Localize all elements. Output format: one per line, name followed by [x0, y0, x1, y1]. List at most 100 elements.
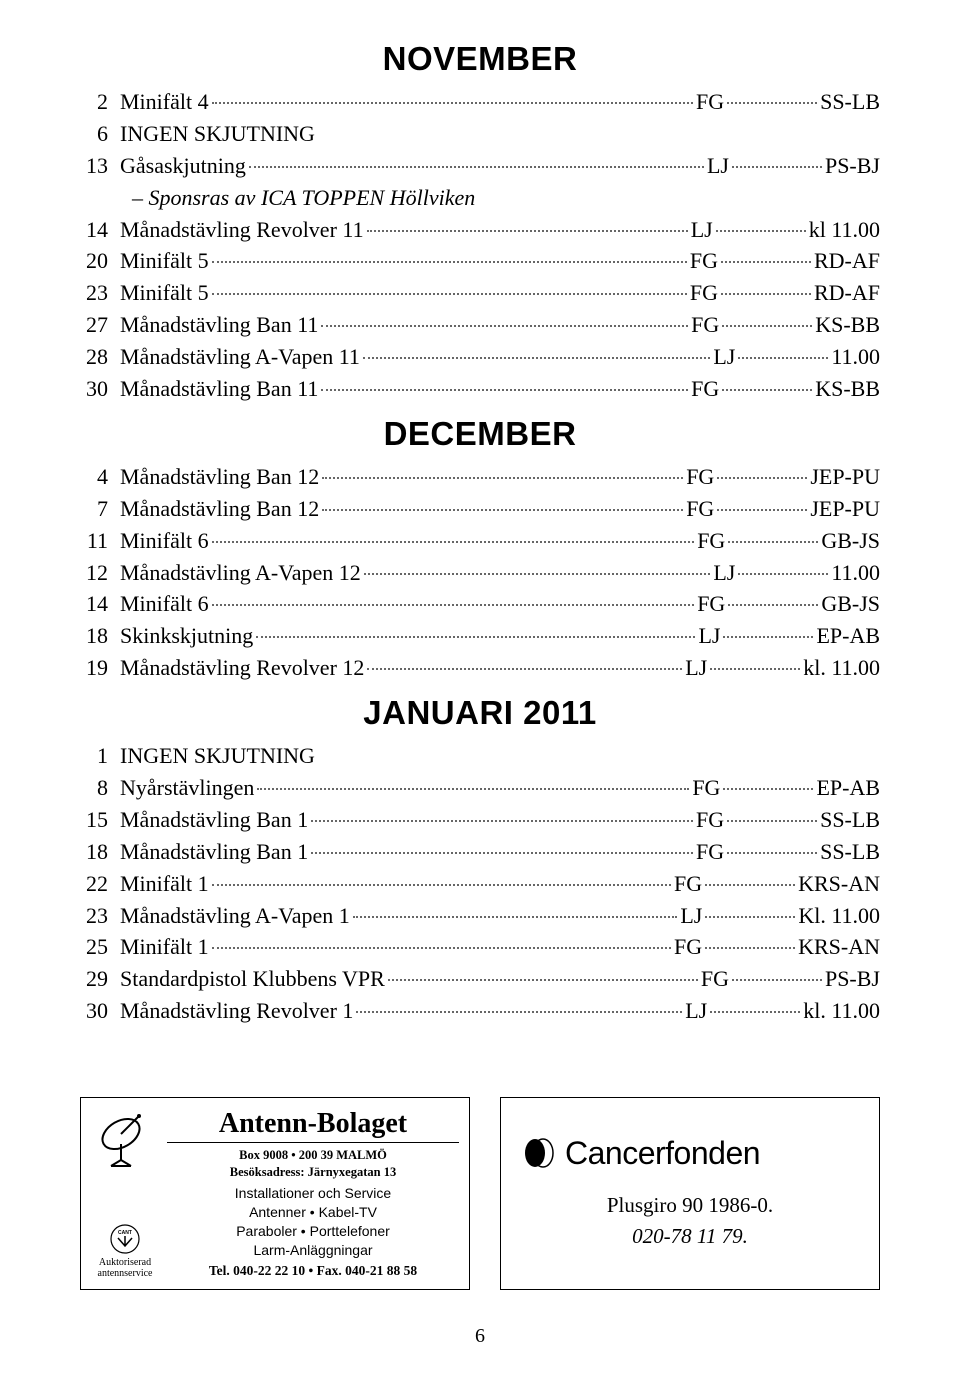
leader-dots	[321, 325, 688, 327]
cancerfonden-icon	[521, 1135, 557, 1171]
cancerfonden-wordmark: Cancerfonden	[565, 1135, 760, 1172]
leader-dots	[727, 820, 817, 822]
detail-code: PS-BJ	[825, 150, 880, 182]
location-code: LJ	[698, 620, 720, 652]
section-heading: NOVEMBER	[80, 40, 880, 78]
event-name: Minifält 4	[120, 86, 209, 118]
event-name: Minifält 1	[120, 931, 209, 963]
detail-code: EP-AB	[816, 620, 880, 652]
ad-address: Box 9008 • 200 39 MALMÖ Besöksadress: Jä…	[167, 1147, 459, 1181]
location-code: FG	[696, 804, 724, 836]
location-code: LJ	[685, 652, 707, 684]
leader-dots	[728, 604, 818, 606]
event-name: Månadstävling Ban 11	[120, 309, 318, 341]
ad-company-title: Antenn-Bolaget	[167, 1108, 459, 1143]
detail-code: kl. 11.00	[803, 652, 880, 684]
location-code: LJ	[707, 150, 729, 182]
location-code: LJ	[685, 995, 707, 1027]
leader-dots	[212, 541, 695, 543]
day-number: 27	[80, 309, 120, 341]
ad-antenn-bolaget: CANT Auktoriseradantennservice Antenn-Bo…	[80, 1097, 470, 1290]
location-code: LJ	[680, 900, 702, 932]
location-code: FG	[692, 772, 720, 804]
schedule-row: 30Månadstävling Ban 11FGKS-BB	[80, 373, 880, 405]
event-name: Månadstävling A-Vapen 1	[120, 900, 350, 932]
day-number: 7	[80, 493, 120, 525]
leader-dots	[723, 636, 813, 638]
leader-dots	[705, 884, 795, 886]
detail-code: RD-AF	[814, 277, 880, 309]
leader-dots	[367, 230, 688, 232]
satellite-dish-icon	[95, 1108, 155, 1168]
leader-dots	[212, 102, 693, 104]
event-name: Månadstävling Ban 1	[120, 804, 308, 836]
section-heading: DECEMBER	[80, 415, 880, 453]
event-name: Minifält 6	[120, 588, 209, 620]
detail-code: SS-LB	[820, 86, 880, 118]
detail-code: Kl. 11.00	[798, 900, 880, 932]
leader-dots	[363, 357, 710, 359]
event-name: Skinkskjutning	[120, 620, 253, 652]
detail-code: JEP-PU	[810, 493, 880, 525]
schedule-row: 23Minifält 5FGRD-AF	[80, 277, 880, 309]
location-code: FG	[686, 493, 714, 525]
event-name: INGEN SKJUTNING	[120, 118, 315, 150]
leader-dots	[705, 947, 795, 949]
day-number: 1	[80, 740, 120, 772]
leader-dots	[212, 261, 687, 263]
location-code: LJ	[713, 557, 735, 589]
ad-cancerfonden: Cancerfonden Plusgiro 90 1986-0. 020-78 …	[500, 1097, 880, 1290]
schedule-row: 25Minifält 1FGKRS-AN	[80, 931, 880, 963]
day-number: 23	[80, 277, 120, 309]
ads-row: CANT Auktoriseradantennservice Antenn-Bo…	[80, 1097, 880, 1290]
location-code: LJ	[691, 214, 713, 246]
detail-code: GB-JS	[821, 588, 880, 620]
location-code: FG	[691, 309, 719, 341]
leader-dots	[732, 979, 822, 981]
schedule-row: 23Månadstävling A-Vapen 1LJKl. 11.00	[80, 900, 880, 932]
leader-dots	[710, 668, 800, 670]
detail-code: 11.00	[831, 341, 880, 373]
leader-dots	[738, 357, 828, 359]
event-name: Gåsaskjutning	[120, 150, 246, 182]
detail-code: SS-LB	[820, 836, 880, 868]
detail-code: EP-AB	[816, 772, 880, 804]
leader-dots	[728, 541, 818, 543]
svg-text:CANT: CANT	[118, 1230, 132, 1236]
cancerfonden-logo: Cancerfonden	[521, 1135, 859, 1172]
leader-dots	[722, 325, 812, 327]
leader-dots	[727, 102, 817, 104]
schedule-row: 11Minifält 6FGGB-JS	[80, 525, 880, 557]
day-number: 30	[80, 373, 120, 405]
event-name: Minifält 6	[120, 525, 209, 557]
leader-dots	[710, 1011, 800, 1013]
detail-code: GB-JS	[821, 525, 880, 557]
schedule-row: 13GåsaskjutningLJPS-BJ	[80, 150, 880, 182]
leader-dots	[322, 509, 683, 511]
schedule-row: 27Månadstävling Ban 11FGKS-BB	[80, 309, 880, 341]
day-number: 28	[80, 341, 120, 373]
detail-code: KS-BB	[815, 373, 880, 405]
cant-badge-icon: CANT	[110, 1224, 140, 1254]
ad-telephone: Tel. 040-22 22 10 • Fax. 040-21 88 58	[167, 1263, 459, 1279]
ad-left-icons: CANT Auktoriseradantennservice	[91, 1108, 159, 1279]
event-name: Standardpistol Klubbens VPR	[120, 963, 385, 995]
leader-dots	[249, 166, 704, 168]
leader-dots	[353, 916, 678, 918]
event-name: Månadstävling Revolver 11	[120, 214, 364, 246]
leader-dots	[256, 636, 695, 638]
schedule-row: 8NyårstävlingenFGEP-AB	[80, 772, 880, 804]
day-number: 8	[80, 772, 120, 804]
detail-code: KRS-AN	[798, 931, 880, 963]
day-number: 29	[80, 963, 120, 995]
detail-code: SS-LB	[820, 804, 880, 836]
location-code: LJ	[713, 341, 735, 373]
schedule-row: 2Minifält 4FGSS-LB	[80, 86, 880, 118]
schedule-row: 30Månadstävling Revolver 1LJkl. 11.00	[80, 995, 880, 1027]
day-number: 22	[80, 868, 120, 900]
schedule-row-plain: 1INGEN SKJUTNING	[80, 740, 880, 772]
leader-dots	[311, 820, 693, 822]
schedule-row: 28Månadstävling A-Vapen 11LJ11.00	[80, 341, 880, 373]
section-heading: JANUARI 2011	[80, 694, 880, 732]
event-name: Månadstävling Revolver 12	[120, 652, 364, 684]
